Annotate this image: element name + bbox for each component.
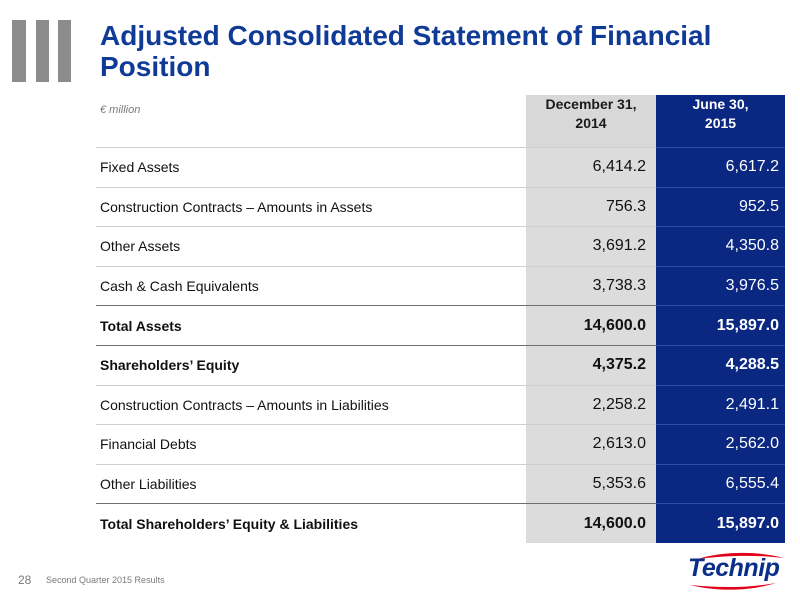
row-value-jun-2015: 15,897.0	[656, 503, 785, 543]
technip-logo: Technip	[688, 552, 788, 590]
row-value-jun-2015: 15,897.0	[656, 305, 785, 346]
column-header-dec-line2: 2014	[575, 115, 607, 131]
table-row: Financial Debts 2,613.0 2,562.0	[96, 424, 785, 465]
decorative-bars-icon	[12, 20, 72, 82]
table-row: Shareholders’ Equity 4,375.2 4,288.5	[96, 344, 785, 386]
row-value-jun-2015: 3,976.5	[656, 265, 785, 306]
row-value-dec-2014: 756.3	[526, 186, 656, 227]
row-value-dec-2014: 4,375.2	[526, 344, 656, 386]
row-label: Other Assets	[96, 226, 526, 267]
row-value-dec-2014: 5,353.6	[526, 463, 656, 504]
row-label: Cash & Cash Equivalents	[96, 265, 526, 306]
row-label: Total Shareholders’ Equity & Liabilities	[96, 503, 526, 543]
table-row: Cash & Cash Equivalents 3,738.3 3,976.5	[96, 265, 785, 306]
row-value-jun-2015: 4,288.5	[656, 344, 785, 386]
table-row: Fixed Assets 6,414.2 6,617.2	[96, 147, 785, 188]
row-value-dec-2014: 2,613.0	[526, 424, 656, 465]
row-value-dec-2014: 3,691.2	[526, 226, 656, 267]
row-label: Shareholders’ Equity	[96, 344, 526, 386]
row-value-dec-2014: 14,600.0	[526, 305, 656, 346]
page-number: 28	[18, 573, 32, 587]
row-label: Total Assets	[96, 305, 526, 346]
row-value-jun-2015: 6,555.4	[656, 463, 785, 504]
table-row: Other Assets 3,691.2 4,350.8	[96, 226, 785, 267]
unit-label: € million	[100, 104, 141, 116]
logo-wordmark: Technip	[688, 554, 780, 582]
row-value-jun-2015: 6,617.2	[656, 147, 785, 188]
row-value-dec-2014: 2,258.2	[526, 384, 656, 425]
row-label: Other Liabilities	[96, 463, 526, 504]
row-value-jun-2015: 952.5	[656, 186, 785, 227]
column-header-dec-line1: December 31,	[545, 96, 637, 112]
column-header-jun-2015: June 30, 2015	[656, 95, 785, 148]
row-value-dec-2014: 6,414.2	[526, 147, 656, 188]
row-value-dec-2014: 3,738.3	[526, 265, 656, 306]
row-label: Construction Contracts – Amounts in Liab…	[96, 384, 526, 425]
column-header-dec-2014: December 31, 2014	[526, 95, 656, 148]
table-row: Construction Contracts – Amounts in Liab…	[96, 384, 785, 425]
row-value-jun-2015: 2,491.1	[656, 384, 785, 425]
column-header-jun-line1: June 30,	[692, 96, 749, 112]
table-row: Other Liabilities 5,353.6 6,555.4	[96, 463, 785, 504]
row-label: Fixed Assets	[96, 147, 526, 188]
financial-position-table: € million December 31, 2014 June 30, 201…	[96, 95, 785, 543]
row-value-jun-2015: 4,350.8	[656, 226, 785, 267]
row-value-dec-2014: 14,600.0	[526, 503, 656, 543]
column-header-jun-line2: 2015	[704, 115, 737, 131]
row-value-jun-2015: 2,562.0	[656, 424, 785, 465]
slide-title: Adjusted Consolidated Statement of Finan…	[100, 20, 712, 82]
total-equity-liabilities-row: Total Shareholders’ Equity & Liabilities…	[96, 503, 785, 543]
footer-text: Second Quarter 2015 Results	[46, 575, 165, 585]
logo-swoosh-icon	[690, 552, 784, 590]
row-label: Construction Contracts – Amounts in Asse…	[96, 186, 526, 227]
total-assets-row: Total Assets 14,600.0 15,897.0	[96, 305, 785, 346]
table-row: Construction Contracts – Amounts in Asse…	[96, 186, 785, 227]
row-label: Financial Debts	[96, 424, 526, 465]
